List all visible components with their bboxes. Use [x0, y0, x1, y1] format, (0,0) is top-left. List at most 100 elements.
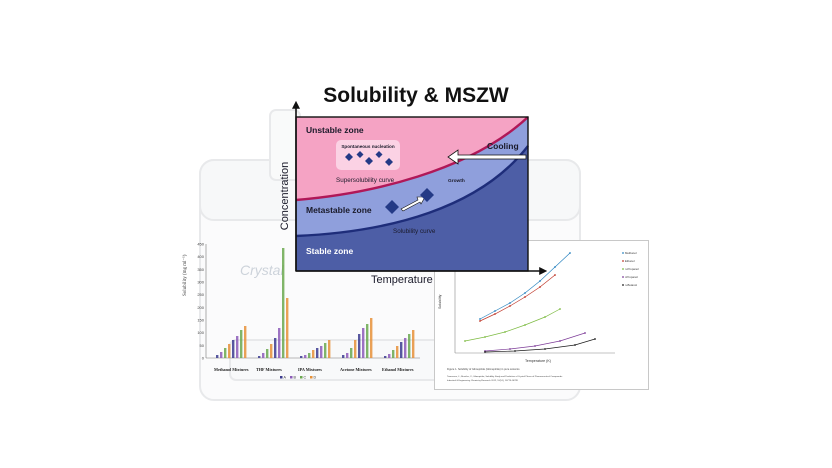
- right-plot-series: [464, 252, 596, 353]
- bar-chart-y-tick: 0: [202, 356, 205, 361]
- bar-chart-bar: [216, 355, 219, 358]
- right-plot-point: [514, 350, 516, 352]
- bar-chart-group-labels: Methanol Mixtures THF Mixtures IPA Mixture…: [214, 367, 414, 372]
- solubility-curve-label: Solubility curve: [393, 228, 436, 235]
- right-plot-legend-marker: [622, 252, 624, 254]
- bar-chart-legend: A B C D: [280, 376, 317, 380]
- bar-chart-y-tick: 200: [197, 305, 204, 310]
- right-plot-point: [509, 348, 511, 350]
- bar-chart-bar: [370, 318, 373, 358]
- bar-chart-group-label: IPA Mixtures: [298, 367, 322, 372]
- bar-chart-bar: [282, 248, 285, 358]
- bar-chart-bar: [408, 334, 411, 358]
- right-plot-point: [484, 336, 486, 338]
- right-plot-reference: Tomasova, J.; Ruzicka, V.; Glimepiride; …: [447, 375, 563, 378]
- bar-chart-bar: [232, 340, 235, 358]
- bar-chart-y-ticks: 450 400 350 300 250 200 150 100 50 0: [197, 242, 204, 361]
- right-plot-series-line: [464, 308, 561, 342]
- right-plot-legend-label: i-Propanol: [625, 275, 638, 279]
- right-plot-point: [539, 286, 541, 288]
- right-plot-legend: Methanol Ethanol n-Propanol i-Propanol n-But…: [622, 251, 639, 287]
- bar-chart-bar: [342, 355, 345, 358]
- right-plot-point: [479, 320, 481, 322]
- spontaneous-nucleation-box: [336, 140, 400, 170]
- right-plot-point: [569, 252, 571, 254]
- bar-chart-bar: [346, 353, 349, 358]
- bar-chart-bar: [262, 353, 265, 358]
- bar-chart-legend-label: C: [304, 376, 307, 380]
- growth-label: Growth: [448, 178, 465, 184]
- solubility-bar-chart: 450 400 350 300 250 200 150 100 50 0 Solubility (…: [182, 242, 420, 380]
- right-plot-legend-label: n-Propanol: [625, 267, 639, 271]
- bar-chart-bar: [300, 356, 303, 358]
- right-plot-series-line: [484, 338, 596, 353]
- bar-chart-bar: [274, 338, 277, 358]
- right-plot-legend-marker: [622, 284, 624, 286]
- bar-chart-y-tick: 100: [197, 330, 204, 335]
- right-plot-point: [524, 324, 526, 326]
- bar-chart-legend-label: B: [294, 376, 297, 380]
- bar-chart-legend-swatch: [310, 376, 313, 379]
- bar-chart-bar: [354, 340, 357, 358]
- right-plot-point: [539, 280, 541, 282]
- right-plot-series-line: [479, 274, 556, 322]
- right-plot-point: [509, 305, 511, 307]
- bar-chart-legend-swatch: [290, 376, 293, 379]
- bar-chart-y-tick: 400: [197, 254, 204, 259]
- bar-chart-y-tick: 450: [197, 242, 204, 247]
- nucleation-crystals: [345, 151, 393, 166]
- bar-chart-bar: [244, 326, 247, 358]
- bar-chart-bar: [312, 350, 315, 358]
- crystal-icon: [385, 158, 393, 166]
- crystal-icon: [365, 157, 373, 165]
- bar-chart-legend-label: A: [284, 376, 287, 380]
- bar-chart-bar: [412, 330, 415, 358]
- bar-chart-bar: [278, 328, 281, 358]
- right-plot-point: [484, 351, 486, 353]
- right-plot-point: [544, 316, 546, 318]
- bar-chart-bar: [266, 349, 269, 358]
- right-plot-point: [494, 310, 496, 312]
- stable-zone-label: Stable zone: [306, 246, 354, 256]
- bar-chart-bar: [362, 328, 365, 358]
- right-plot-point: [559, 340, 561, 342]
- right-plot-point: [504, 331, 506, 333]
- solubility-curve: [295, 145, 529, 238]
- right-plot-caption: Figure 1. Solubility of Glimepiride (Gli…: [447, 367, 520, 371]
- bar-chart-bar: [350, 348, 353, 358]
- right-plot-point: [554, 266, 556, 268]
- bar-chart-y-tick: 350: [197, 267, 204, 272]
- bar-chart-bar: [324, 343, 327, 358]
- bar-chart-bar: [366, 324, 369, 358]
- bar-chart-bar: [270, 344, 273, 358]
- right-plot-legend-label: Methanol: [625, 251, 637, 255]
- crystal-icon: [375, 151, 383, 158]
- bar-chart-bar: [400, 342, 403, 358]
- right-plot-legend-marker: [622, 276, 624, 278]
- growth-arrow: [400, 196, 426, 212]
- bar-chart-y-tick: 300: [197, 280, 204, 285]
- bar-chart-group-label: Methanol Mixtures: [214, 367, 249, 372]
- bar-chart-bar: [240, 330, 243, 358]
- right-plot-point: [524, 296, 526, 298]
- right-plot-ylabel: Solubility: [438, 294, 442, 309]
- metastable-zone-label: Metastable zone: [306, 205, 372, 215]
- right-plot-series-line: [484, 332, 586, 352]
- bar-chart-bar: [220, 352, 223, 358]
- right-plot-legend-marker: [622, 260, 624, 262]
- mszw-diagram: Concentration Temperature Unstable zone …: [280, 100, 548, 286]
- cooling-arrow: [447, 149, 527, 165]
- supersolubility-curve: [295, 116, 529, 202]
- bar-chart-bar: [286, 298, 289, 358]
- bar-chart-bars: [216, 248, 415, 358]
- spontaneous-nucleation-label: Spontaneous nucleation: [341, 144, 395, 149]
- bar-chart-bar: [396, 346, 399, 358]
- cooling-label: Cooling: [487, 141, 519, 151]
- right-plot-legend-marker: [622, 268, 624, 270]
- bar-chart-group-label: Ethanol Mixtures: [382, 367, 414, 372]
- right-plot-point: [574, 344, 576, 346]
- bar-chart-bar: [384, 356, 387, 358]
- bar-chart-group-label: THF Mixtures: [256, 367, 282, 372]
- bar-chart-bar: [404, 338, 407, 358]
- bar-chart-bar: [358, 334, 361, 358]
